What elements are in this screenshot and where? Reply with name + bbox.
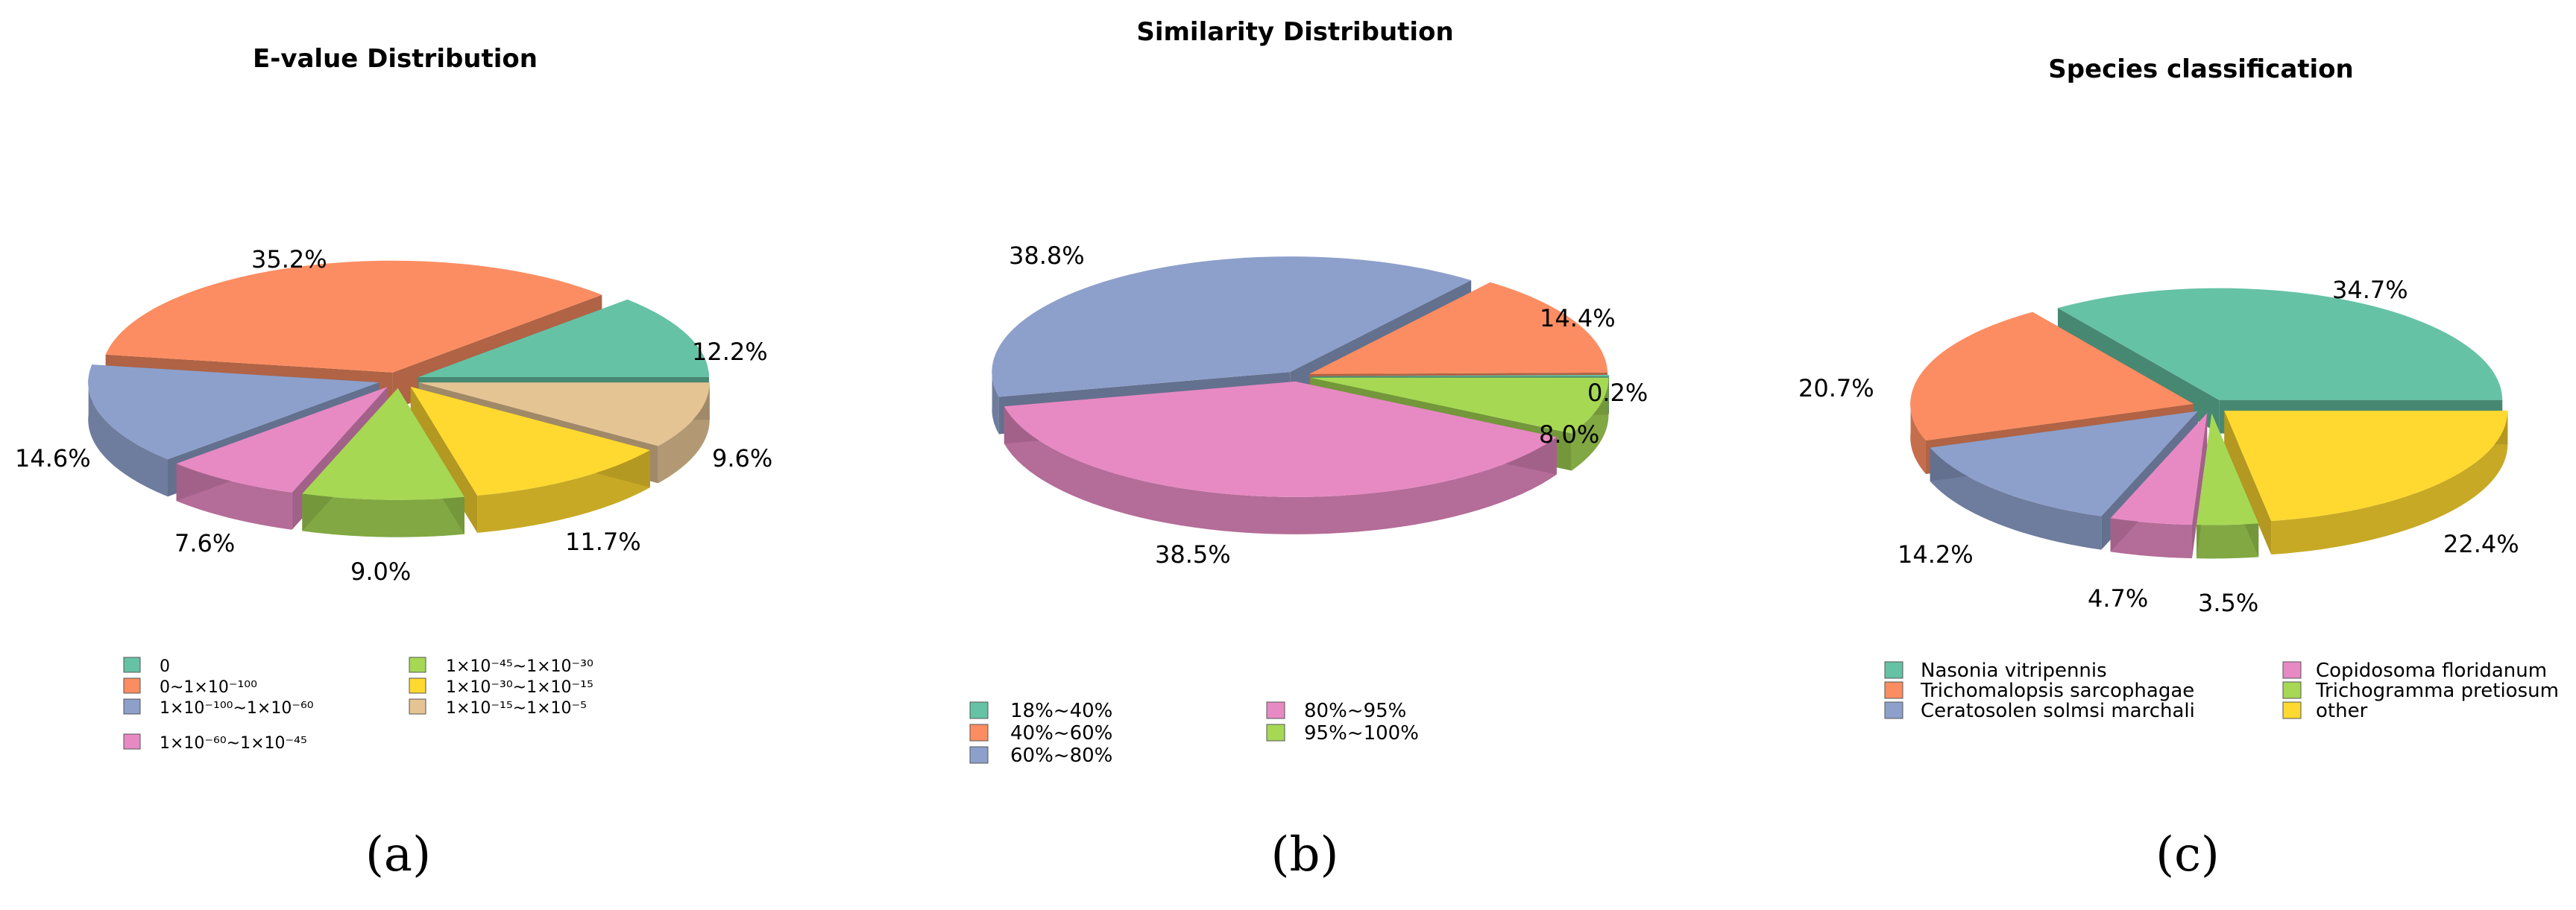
chart-c-label-2: 14.2% [1898, 540, 1974, 569]
chart-c-legend: Nasonia vitripennis Trichomalopsis sarco… [1884, 660, 2559, 722]
slice-side-2-4 [2196, 523, 2259, 559]
chart-c-legend-swatch-1 [1884, 681, 1903, 699]
chart-a-label-2: 14.6% [15, 444, 91, 473]
slice-1-3 [1004, 381, 1557, 497]
chart-a-legend-label-4: 1×10⁻⁴⁵~1×10⁻³⁰ [446, 657, 593, 676]
slice-0-4 [302, 388, 465, 500]
slice-0-0 [418, 299, 709, 377]
chart-b-legend-label-0: 18%~40% [1010, 700, 1112, 722]
panel-caption-c: (c) [2155, 827, 2220, 882]
chart-a-label-0: 12.2% [692, 338, 768, 366]
slice-2-3 [2110, 413, 2208, 525]
slice-1-2 [992, 256, 1472, 397]
chart-a-legend-swatch-1 [123, 677, 141, 694]
chart-a-legend-label-1: 0~1×10⁻¹⁰⁰ [160, 678, 257, 697]
chart-a-label-3: 7.6% [174, 529, 235, 557]
chart-b-legend-swatch-4 [1266, 724, 1285, 742]
slice-0-2 [88, 364, 380, 460]
chart-a-title: E-value Distribution [253, 44, 538, 74]
chart-a-label-6: 9.6% [712, 444, 772, 473]
chart-a-pie [88, 260, 710, 537]
chart-b-legend-swatch-1 [969, 724, 989, 742]
panel-caption-a: (a) [365, 827, 431, 882]
chart-a-legend: 0 0~1×10⁻¹⁰⁰ 1×10⁻¹⁰⁰~1×10⁻⁶⁰ 1×10⁻⁶⁰~1×… [123, 657, 593, 753]
chart-a-legend-swatch-2 [123, 698, 141, 715]
chart-b-legend-label-2: 60%~80% [1010, 745, 1112, 767]
chart-a-label-5: 11.7% [565, 528, 641, 556]
chart-c-legend-swatch-5 [2282, 701, 2302, 719]
chart-c-label-0: 34.7% [2332, 276, 2408, 304]
chart-a-label-1: 35.2% [251, 245, 327, 274]
slice-0-5 [410, 386, 650, 496]
chart-a-legend-label-2: 1×10⁻¹⁰⁰~1×10⁻⁶⁰ [160, 699, 314, 718]
chart-b-pie [992, 256, 1609, 534]
chart-c-legend-label-2: Ceratosolen solmsi marchali [1921, 700, 2195, 722]
slice-side-1-3 [1004, 406, 1557, 534]
chart-c-legend-swatch-3 [2282, 661, 2302, 679]
chart-b-legend-swatch-3 [1266, 701, 1285, 719]
chart-b-legend-swatch-0 [969, 701, 989, 719]
slice-side-0-4 [302, 493, 465, 537]
slice-0-6 [418, 382, 710, 446]
chart-b-label-1: 14.4% [1540, 304, 1616, 332]
slice-side-2-5 [2271, 411, 2508, 555]
slice-0-1 [105, 260, 602, 373]
chart-b-legend: 18%~40% 40%~60% 60%~80% 80%~95% 95%~100% [969, 700, 1419, 767]
chart-c-legend-label-3: Copidosoma floridanum [2316, 660, 2547, 682]
chart-a-label-4: 9.0% [350, 557, 411, 586]
slice-2-5 [2224, 411, 2508, 522]
chart-a-legend-swatch-5 [409, 677, 426, 694]
chart-c-label-4: 3.5% [2198, 589, 2258, 617]
chart-a-legend-swatch-6 [409, 698, 426, 715]
chart-a-legend-swatch-4 [409, 657, 426, 673]
chart-c-title: Species classification [2048, 54, 2353, 84]
slice-side-1-2 [992, 367, 999, 435]
slice-2-4 [2196, 413, 2259, 525]
chart-c-label-5: 22.4% [2443, 530, 2519, 558]
chart-a-legend-label-5: 1×10⁻³⁰~1×10⁻¹⁵ [446, 678, 593, 697]
slice-side-0-6 [658, 382, 710, 484]
chart-c-legend-label-0: Nasonia vitripennis [1921, 660, 2107, 682]
slice-wall-2-5 [2224, 411, 2272, 555]
chart-b-legend-label-3: 80%~95% [1304, 700, 1406, 722]
chart-c-pie [1910, 288, 2508, 559]
chart-a-legend-label-6: 1×10⁻¹⁵~1×10⁻⁵ [446, 699, 587, 718]
chart-b-legend-label-4: 95%~100% [1304, 722, 1419, 745]
chart-a-legend-label-3: 1×10⁻⁶⁰~1×10⁻⁴⁵ [160, 734, 307, 753]
chart-c-legend-label-4: Trichogramma pretiosum [2315, 680, 2559, 702]
slice-1-1 [1309, 282, 1608, 374]
chart-a-legend-swatch-3 [123, 733, 141, 750]
chart-b-label-4: 8.0% [1539, 420, 1599, 449]
slice-1-4 [1310, 377, 1609, 434]
panel-caption-b: (b) [1271, 827, 1339, 882]
chart-c-legend-swatch-0 [1884, 661, 1903, 679]
slice-side-2-1 [1910, 399, 1926, 474]
chart-a-legend-swatch-0 [123, 657, 141, 673]
slice-2-2 [1930, 411, 2198, 516]
chart-b-label-2: 38.8% [1009, 241, 1085, 270]
slice-wall-2-3 [2191, 413, 2208, 559]
chart-b-title: Similarity Distribution [1136, 17, 1453, 47]
chart-c-legend-label-1: Trichomalopsis sarcophagae [1920, 680, 2194, 702]
chart-c-label-3: 4.7% [2088, 584, 2148, 613]
chart-b-label-3: 38.5% [1155, 540, 1231, 569]
chart-c-legend-swatch-4 [2282, 681, 2302, 699]
slice-2-0 [2057, 288, 2503, 400]
slice-side-2-2 [1930, 447, 2102, 550]
slice-1-0 [1310, 375, 1609, 376]
chart-c-legend-swatch-2 [1884, 701, 1903, 719]
slice-2-1 [1910, 312, 2194, 440]
slice-side-0-2 [88, 377, 168, 497]
chart-a-legend-label-0: 0 [160, 657, 170, 676]
chart-b-legend-label-1: 40%~60% [1010, 722, 1112, 745]
chart-c-legend-label-5: other [2316, 700, 2368, 722]
chart-c-label-1: 20.7% [1798, 374, 1874, 402]
chart-b-label-0: 0.2% [1587, 379, 1648, 407]
chart-b-legend-swatch-2 [969, 746, 989, 764]
slice-side-1-4 [1571, 377, 1609, 471]
slice-0-3 [176, 387, 388, 493]
